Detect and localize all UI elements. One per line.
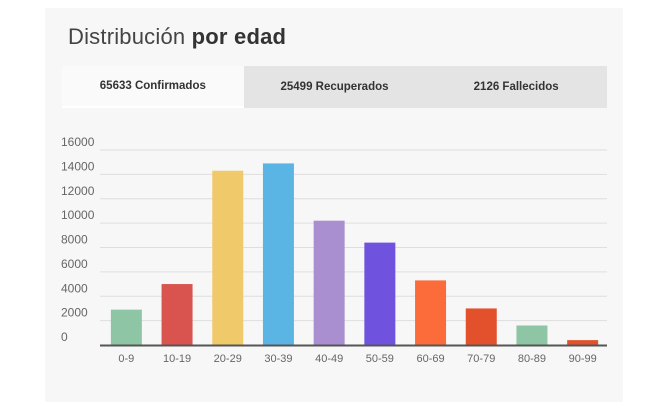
- page-title: Distribución por edad: [68, 24, 286, 50]
- x-tick-label: 20-29: [214, 353, 242, 365]
- x-tick-label: 70-79: [467, 353, 495, 365]
- x-tick-label: 50-59: [366, 353, 394, 365]
- bar-50-59: [364, 242, 396, 345]
- bar-20-29: [212, 170, 244, 345]
- y-tick-label: 4000: [61, 281, 88, 295]
- y-tick-label: 2000: [61, 306, 88, 320]
- bar-10-19: [161, 284, 193, 345]
- bar-70-79: [465, 308, 497, 345]
- bar-40-49: [313, 220, 345, 345]
- y-tick-label: 12000: [61, 184, 95, 198]
- y-tick-label: 0: [61, 330, 68, 344]
- tab-recuperados[interactable]: 25499 Recuperados: [280, 81, 389, 93]
- y-tick-label: 16000: [61, 135, 95, 149]
- x-tick-label: 60-69: [416, 353, 444, 365]
- bar-0-9: [110, 309, 142, 345]
- bar-60-69: [415, 280, 447, 345]
- y-tick-label: 6000: [61, 257, 88, 271]
- y-tick-label: 14000: [61, 159, 95, 173]
- y-tick-label: 8000: [61, 233, 88, 247]
- x-tick-label: 40-49: [315, 353, 343, 365]
- y-axis-ticks: 0 2000 4000 6000 8000 10000 12000 14000 16000: [61, 135, 95, 344]
- x-tick-label: 80-89: [518, 353, 546, 365]
- x-axis-ticks: 0-9 10-19 20-29 30-39 40-49 50-59 60-69 70-79 80…: [118, 353, 596, 365]
- title-regular: Distribución: [68, 24, 192, 49]
- bar-90-99: [567, 340, 599, 345]
- tab-bar: 65633 Confirmados 25499 Recuperados 2126…: [62, 66, 607, 108]
- bar-30-39: [262, 163, 294, 345]
- bars: [110, 163, 599, 345]
- x-tick-label: 30-39: [264, 353, 292, 365]
- x-tick-label: 10-19: [163, 353, 191, 365]
- x-tick-label: 0-9: [118, 353, 134, 365]
- tab-confirmados[interactable]: 65633 Confirmados: [62, 66, 244, 108]
- y-tick-label: 10000: [61, 208, 95, 222]
- title-bold: por edad: [191, 24, 287, 49]
- x-tick-label: 90-99: [569, 353, 597, 365]
- tab-fallecidos[interactable]: 2126 Fallecidos: [473, 81, 559, 93]
- bar-80-89: [516, 325, 548, 345]
